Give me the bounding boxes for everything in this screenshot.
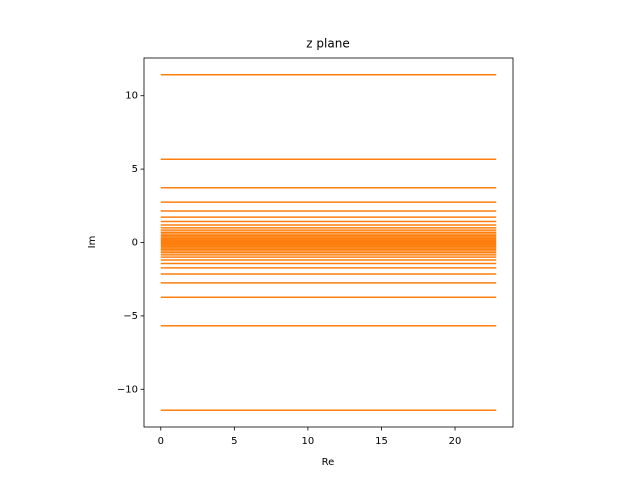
y-tick-label: 0 bbox=[132, 238, 138, 249]
x-axis-label: Re bbox=[322, 457, 335, 468]
y-tick-label: 5 bbox=[132, 164, 138, 175]
y-tick-label: −10 bbox=[117, 384, 138, 395]
plot-frame bbox=[143, 57, 514, 428]
x-tick-label: 15 bbox=[375, 436, 388, 447]
y-axis-label: Im bbox=[87, 236, 98, 249]
chart-title: z plane bbox=[306, 37, 349, 51]
y-tick-label: 10 bbox=[125, 91, 138, 102]
x-tick-label: 10 bbox=[302, 436, 315, 447]
x-tick-label: 20 bbox=[449, 436, 462, 447]
y-tick-label: −5 bbox=[123, 311, 138, 322]
x-tick-label: 5 bbox=[231, 436, 237, 447]
x-tick-label: 0 bbox=[158, 436, 164, 447]
